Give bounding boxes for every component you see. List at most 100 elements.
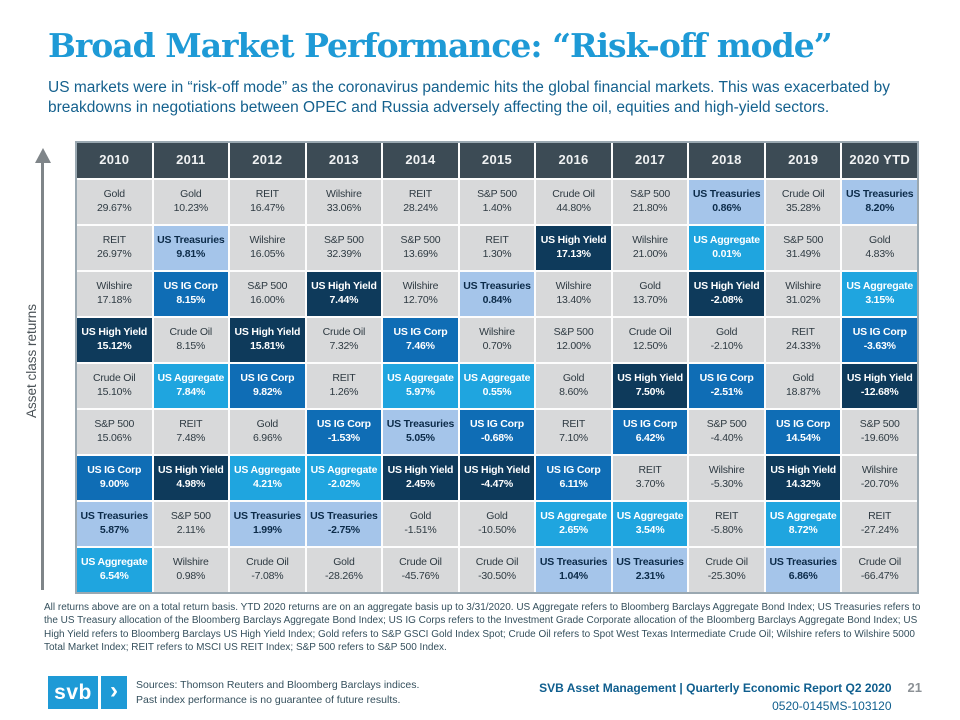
asset-return: 1.26% (329, 386, 359, 398)
return-cell: REIT 28.24% (383, 180, 458, 224)
return-cell: S&P 500 13.69% (383, 226, 458, 270)
asset-name: US IG Corp (316, 418, 371, 431)
return-cell: US Aggregate 8.72% (765, 502, 841, 546)
asset-return: -66.47% (860, 570, 899, 582)
asset-return: 0.55% (482, 386, 512, 398)
asset-name: US High Yield (617, 372, 683, 385)
return-cell: US High Yield -12.68% (842, 364, 917, 408)
return-cell: REIT 1.30% (459, 226, 535, 270)
asset-name: Crude Oil (399, 556, 442, 569)
sources-note: Sources: Thomson Reuters and Bloomberg B… (136, 678, 419, 707)
return-cell: REIT 26.97% (77, 226, 152, 270)
return-cell: Crude Oil -7.08% (230, 548, 305, 592)
return-cell: REIT 16.47% (230, 180, 305, 224)
return-cell: Crude Oil 35.28% (765, 180, 841, 224)
return-cell: Crude Oil 12.50% (612, 318, 688, 362)
asset-return: 15.81% (250, 340, 285, 352)
asset-return: 15.12% (97, 340, 132, 352)
return-cell: Crude Oil 15.10% (77, 364, 152, 408)
asset-return: -10.50% (478, 524, 516, 536)
return-cell: Gold 29.67% (77, 180, 152, 224)
asset-name: S&P 500 (247, 280, 288, 293)
return-cell: Gold 8.60% (536, 364, 611, 408)
asset-return: 6.54% (99, 570, 129, 582)
asset-return: -3.63% (863, 340, 896, 352)
return-cell: Wilshire 31.02% (765, 272, 841, 316)
asset-return: 17.18% (97, 294, 132, 306)
return-cell: Wilshire -20.70% (842, 456, 917, 500)
asset-return: 0.86% (712, 202, 742, 214)
sources-line1: Sources: Thomson Reuters and Bloomberg B… (136, 679, 420, 691)
return-cell: US High Yield 7.44% (306, 272, 382, 316)
return-cell: S&P 500 -4.40% (689, 410, 764, 454)
asset-name: Gold (103, 188, 126, 201)
return-cell: Crude Oil 8.15% (153, 318, 229, 362)
asset-return: 0.70% (482, 340, 512, 352)
year-header: 2014 (383, 143, 458, 178)
return-cell: Wilshire 13.40% (536, 272, 611, 316)
return-cell: US High Yield -4.47% (459, 456, 535, 500)
return-cell: S&P 500 1.40% (459, 180, 535, 224)
asset-return: 9.00% (99, 478, 129, 490)
asset-return: 10.23% (173, 202, 209, 214)
sources-line2: Past index performance is no guarantee o… (136, 693, 401, 706)
year-header: 2011 (153, 143, 229, 178)
asset-name: US Treasuries (539, 556, 608, 569)
return-cell: US Aggregate 4.21% (230, 456, 305, 500)
return-cell: Crude Oil 44.80% (536, 180, 611, 224)
asset-name: S&P 500 (859, 418, 900, 431)
asset-name: US IG Corp (776, 418, 831, 431)
asset-name: US Treasuries (616, 556, 684, 569)
asset-return: 32.39% (326, 248, 362, 260)
return-cell: US Treasuries 2.31% (612, 548, 688, 592)
return-cell: REIT 7.10% (536, 410, 611, 454)
asset-name: US Treasuries (463, 280, 531, 293)
return-cell: Gold -28.26% (306, 548, 382, 592)
return-cell: Wilshire 16.05% (230, 226, 305, 270)
asset-return: 35.28% (785, 202, 821, 214)
return-cell: Wilshire 21.00% (612, 226, 688, 270)
asset-return: 1.99% (252, 524, 282, 536)
asset-return: 7.44% (329, 294, 359, 306)
asset-name: Gold (333, 556, 355, 569)
return-cell: US Treasuries 0.86% (689, 180, 764, 224)
return-cell: Gold -2.10% (689, 318, 764, 362)
year-header: 2017 (612, 143, 688, 178)
return-cell: Crude Oil 7.32% (306, 318, 382, 362)
return-cell: S&P 500 12.00% (536, 318, 611, 362)
return-cell: Wilshire 33.06% (306, 180, 382, 224)
asset-return: -4.40% (710, 432, 743, 444)
return-cell: US IG Corp 8.15% (153, 272, 229, 316)
return-cell: REIT -27.24% (842, 502, 917, 546)
asset-return: 3.15% (865, 294, 895, 306)
asset-return: 15.06% (97, 432, 132, 444)
asset-name: Wilshire (555, 280, 592, 293)
svb-logo: svb › (48, 676, 127, 709)
return-cell: REIT 24.33% (765, 318, 841, 362)
return-cell: Wilshire 0.70% (459, 318, 535, 362)
asset-name: US High Yield (234, 326, 301, 339)
asset-name: Gold (486, 510, 508, 523)
asset-return: 6.86% (788, 570, 818, 582)
asset-name: Wilshire (479, 326, 515, 339)
asset-return: 12.70% (403, 294, 438, 306)
asset-return: 7.48% (176, 432, 206, 444)
asset-return: -5.80% (710, 524, 743, 536)
asset-return: 24.33% (785, 340, 821, 352)
asset-name: US IG Corp (699, 372, 754, 385)
asset-return: 1.04% (559, 570, 588, 582)
year-header: 2013 (306, 143, 382, 178)
asset-name: US High Yield (387, 464, 454, 477)
return-cell: US Aggregate 0.01% (689, 226, 764, 270)
return-cell: Crude Oil -45.76% (383, 548, 458, 592)
asset-name: US High Yield (770, 464, 837, 477)
asset-return: 8.72% (788, 524, 818, 536)
asset-name: Crude Oil (781, 188, 825, 201)
asset-return: 5.05% (406, 432, 435, 444)
asset-name: S&P 500 (94, 418, 135, 431)
return-cell: US Treasuries 6.86% (765, 548, 841, 592)
asset-return: -0.68% (480, 432, 514, 444)
return-cell: US Aggregate 3.15% (842, 272, 917, 316)
asset-name: US High Yield (693, 280, 760, 293)
asset-name: Wilshire (172, 556, 209, 569)
